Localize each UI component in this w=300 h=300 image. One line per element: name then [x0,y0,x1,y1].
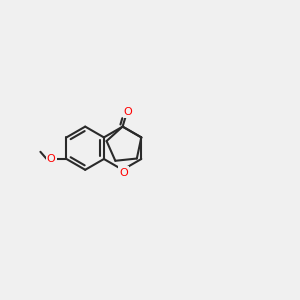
Text: O: O [119,167,128,178]
Text: O: O [47,154,56,164]
Text: O: O [124,107,132,117]
